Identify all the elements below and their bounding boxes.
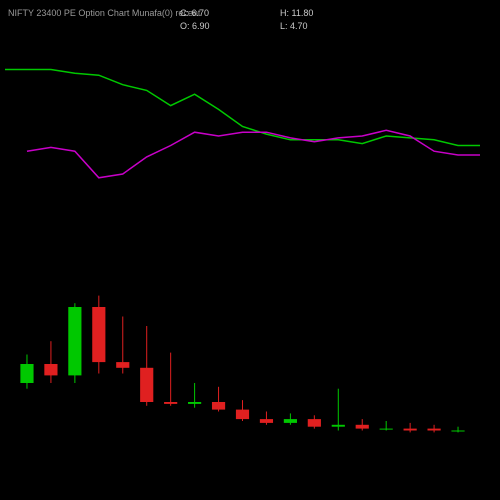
candle-body [308,419,321,427]
ohlc-col2: H: 11.80 L: 4.70 [280,8,313,34]
candle-body [164,402,177,404]
candle-body [380,429,393,430]
candle-body [427,429,440,431]
candle-body [404,429,417,431]
candle-body [140,368,153,402]
candle-body [44,364,57,375]
candle-body [356,425,369,429]
chart-svg [0,0,500,500]
candle-body [116,362,129,368]
candle-body [260,419,273,423]
high-value: H: 11.80 [280,8,313,18]
open-value: O: 6.90 [180,21,210,31]
candle-body [68,307,81,375]
low-value: L: 4.70 [280,21,313,31]
series-magenta [27,130,480,178]
candle-body [188,402,201,404]
candle-body [332,425,345,427]
candle-body [451,431,464,432]
candle-body [236,410,249,420]
candle-body [92,307,105,362]
close-value: C: 6.70 [180,8,210,18]
chart-title: NIFTY 23400 PE Option Chart Munafa(0) re… [8,8,200,18]
chart-container: NIFTY 23400 PE Option Chart Munafa(0) re… [0,0,500,500]
candle-body [284,419,297,423]
series-green [5,70,480,146]
ohlc-col1: C: 6.70 O: 6.90 [180,8,210,34]
candle-body [20,364,33,383]
candle-body [212,402,225,410]
